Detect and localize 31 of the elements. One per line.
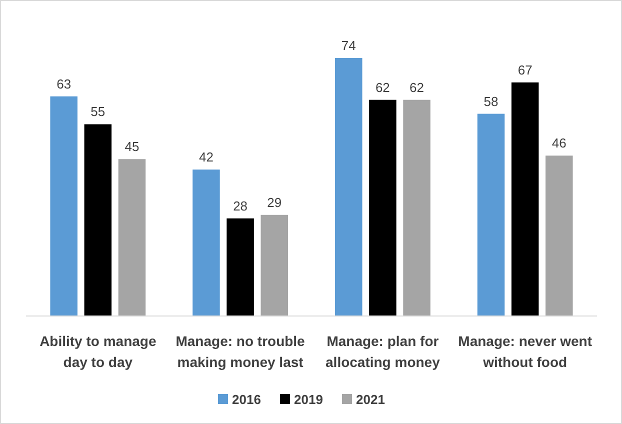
bar	[477, 114, 505, 316]
x-tick-label: Manage: plan for allocating money	[326, 333, 440, 370]
x-tick-label: Ability to manage day to day	[40, 333, 156, 370]
x-tick-label: Manage: never went without food	[458, 333, 592, 370]
bar	[260, 214, 288, 316]
bar	[118, 159, 146, 316]
data-label: 29	[267, 194, 282, 210]
bar	[50, 96, 78, 316]
x-tick-label: Manage: no trouble making money last	[176, 333, 306, 370]
legend-label: 2021	[356, 392, 385, 407]
bar	[334, 58, 362, 316]
data-label: 58	[484, 94, 498, 109]
legend-label: 2019	[294, 392, 323, 407]
data-label: 62	[375, 80, 390, 95]
bar	[192, 170, 220, 316]
bar	[511, 82, 539, 316]
data-label: 45	[124, 139, 140, 154]
bar	[546, 156, 573, 316]
data-label: 28	[233, 198, 248, 214]
data-label: 62	[410, 80, 424, 95]
data-label: 46	[552, 136, 566, 151]
data-label: 42	[198, 150, 214, 165]
data-label: 55	[90, 104, 106, 120]
data-label: 63	[56, 76, 72, 92]
bar	[403, 100, 430, 316]
bar	[84, 124, 112, 316]
bar	[226, 218, 254, 316]
data-label: 74	[341, 38, 356, 53]
legend-label: 2016	[232, 392, 261, 407]
data-label: 67	[518, 62, 532, 78]
bar	[369, 100, 396, 316]
